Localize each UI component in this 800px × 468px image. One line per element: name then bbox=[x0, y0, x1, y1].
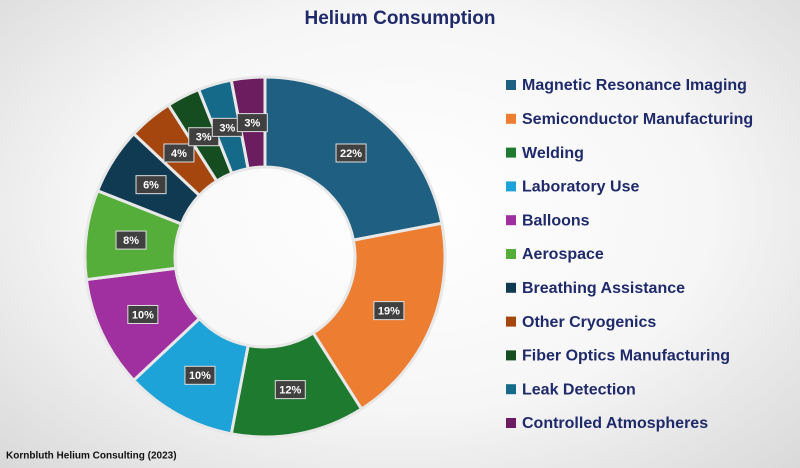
legend-label: Aerospace bbox=[522, 246, 604, 263]
data-label: 12% bbox=[279, 385, 301, 397]
legend-label: Welding bbox=[522, 145, 584, 162]
legend-label: Magnetic Resonance Imaging bbox=[522, 77, 747, 94]
legend-label: Semiconductor Manufacturing bbox=[522, 111, 753, 128]
legend-swatch bbox=[506, 418, 516, 428]
legend-swatch bbox=[506, 249, 516, 259]
legend-label: Balloons bbox=[522, 212, 590, 229]
label-box bbox=[184, 365, 216, 385]
legend-swatch bbox=[506, 316, 516, 327]
legend-label: Leak Detection bbox=[522, 381, 636, 398]
legend-label: Laboratory Use bbox=[522, 179, 639, 196]
source-note: Kornbluth Helium Consulting (2023) bbox=[6, 451, 177, 462]
label-box bbox=[135, 175, 167, 195]
legend-swatch bbox=[506, 147, 516, 158]
label-box bbox=[335, 143, 367, 163]
data-label: 4% bbox=[171, 148, 187, 160]
legend-label: Breathing Assistance bbox=[522, 280, 685, 297]
chart-title: Helium Consumption bbox=[304, 8, 495, 29]
legend-label: Other Cryogenics bbox=[522, 314, 656, 331]
legend-swatch bbox=[506, 80, 516, 90]
legend-swatch bbox=[506, 181, 516, 192]
data-label: 10% bbox=[189, 370, 211, 382]
legend-swatch bbox=[506, 215, 516, 226]
legend-label: Fiber Optics Manufacturing bbox=[522, 348, 730, 365]
legend-label: Controlled Atmospheres bbox=[522, 415, 708, 432]
data-label: 3% bbox=[219, 122, 235, 134]
legend-swatch bbox=[506, 113, 516, 124]
data-label: 3% bbox=[244, 118, 260, 130]
data-label: 10% bbox=[132, 309, 154, 321]
label-box bbox=[163, 143, 195, 163]
legend-swatch bbox=[506, 282, 516, 293]
data-label: 22% bbox=[340, 148, 362, 160]
data-label: 3% bbox=[196, 132, 212, 144]
label-box bbox=[127, 304, 159, 324]
legend-swatch bbox=[506, 350, 516, 361]
legend-swatch bbox=[506, 384, 516, 395]
label-box bbox=[373, 301, 405, 321]
data-label: 6% bbox=[143, 180, 159, 192]
label-box bbox=[236, 113, 268, 133]
data-label: 19% bbox=[378, 306, 400, 318]
label-box bbox=[115, 230, 147, 250]
label-box bbox=[274, 380, 306, 400]
data-label: 8% bbox=[123, 235, 139, 247]
